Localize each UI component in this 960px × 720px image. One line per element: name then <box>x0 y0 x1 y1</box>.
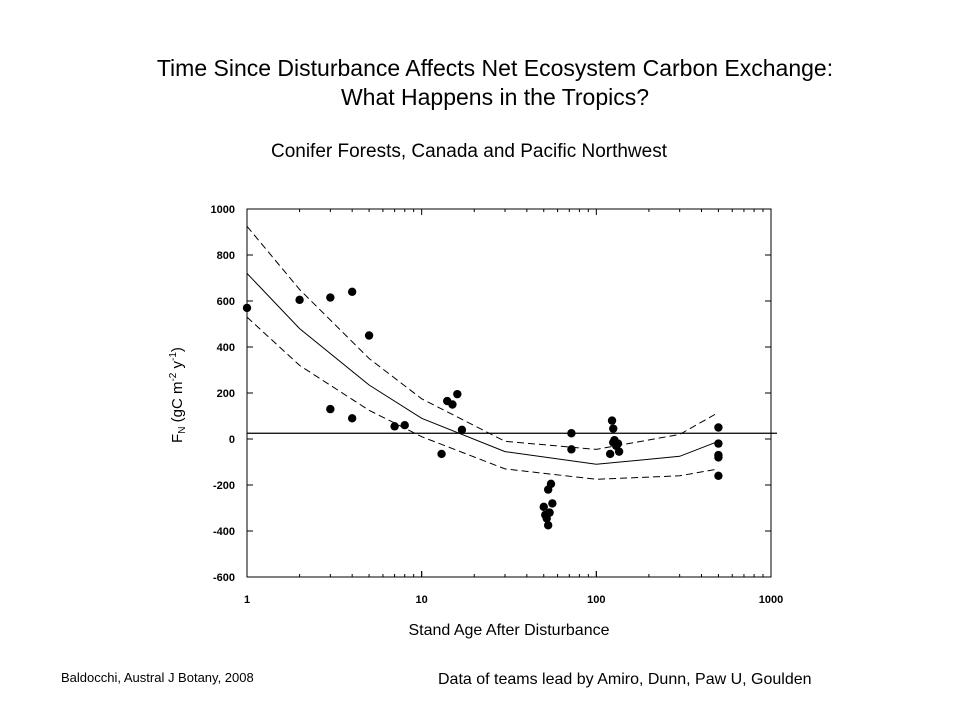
y-tick-label: 600 <box>217 296 235 308</box>
data-point <box>448 400 457 409</box>
data-point <box>326 293 335 302</box>
data-point <box>605 449 615 459</box>
data-point <box>567 429 576 438</box>
chart-title: Conifer Forests, Canada and Pacific Nort… <box>271 141 668 162</box>
y-tick-label: -200 <box>213 480 235 492</box>
data-point <box>714 453 723 462</box>
citation-right: Data of teams lead by Amiro, Dunn, Paw U… <box>438 671 812 688</box>
confidence-band-curve <box>246 316 719 480</box>
y-tick-label: -400 <box>213 526 235 538</box>
data-point <box>714 423 723 432</box>
data-point <box>242 303 252 313</box>
data-point <box>457 425 467 434</box>
data-point <box>548 499 557 508</box>
slide-title: Time Since Disturbance Affects Net Ecosy… <box>0 54 960 112</box>
data-point <box>567 445 576 454</box>
data-point <box>437 449 446 459</box>
y-axis-label: FN (gC m-2 y-1) <box>168 347 188 443</box>
y-tick-label: 0 <box>229 434 235 446</box>
data-point <box>714 471 723 480</box>
x-tick-label: 1 <box>244 594 250 606</box>
data-point <box>545 508 554 517</box>
data-point <box>364 331 374 340</box>
data-point <box>347 414 357 423</box>
data-point <box>539 502 548 512</box>
data-point <box>546 479 556 489</box>
y-tick-label: 1000 <box>211 204 235 216</box>
data-point <box>614 447 624 456</box>
x-tick-label: 100 <box>587 594 605 606</box>
data-point <box>453 389 462 399</box>
x-tick-label: 1000 <box>759 594 783 606</box>
regression-curve <box>246 273 719 465</box>
data-point <box>609 424 618 433</box>
citation-left: Baldocchi, Austral J Botany, 2008 <box>61 670 254 685</box>
data-point <box>613 439 623 448</box>
plot-frame <box>246 208 772 578</box>
x-axis-label: Stand Age After Disturbance <box>408 622 609 639</box>
y-tick-label: -600 <box>213 572 235 584</box>
slide-title-line2: What Happens in the Tropics? <box>340 84 650 110</box>
data-point <box>390 422 399 431</box>
data-point <box>347 287 357 296</box>
data-point <box>400 421 409 430</box>
y-tick-label: 200 <box>217 388 235 400</box>
data-point <box>607 416 617 425</box>
y-tick-label: 400 <box>217 342 235 354</box>
data-point <box>714 439 723 448</box>
x-tick-label: 10 <box>416 594 428 606</box>
data-point <box>543 521 553 530</box>
data-point <box>326 404 335 414</box>
confidence-band-curve <box>246 225 719 450</box>
y-tick-label: 800 <box>217 250 235 262</box>
slide-title-line1: Time Since Disturbance Affects Net Ecosy… <box>156 55 834 81</box>
data-point <box>295 295 304 305</box>
